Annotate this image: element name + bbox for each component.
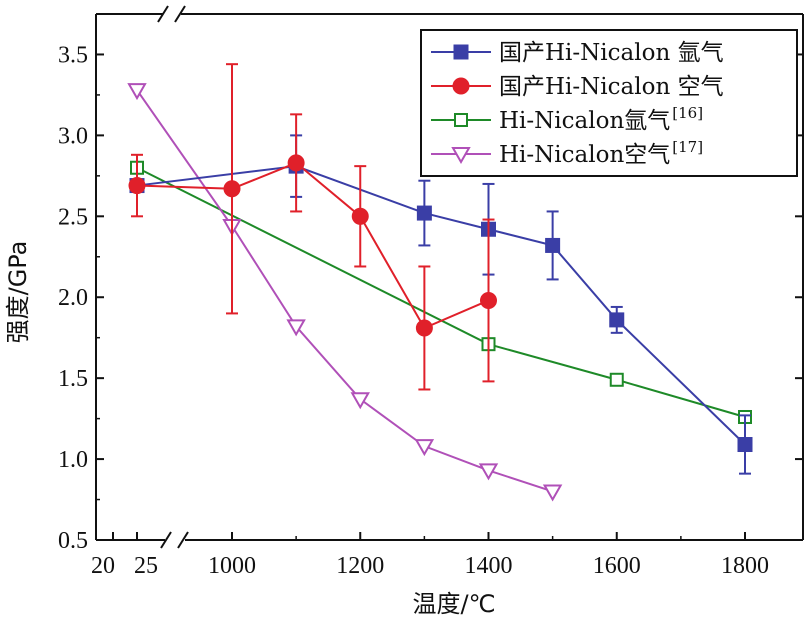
legend-label: 国产Hi-Nicalon 空气 bbox=[499, 74, 724, 100]
data-point bbox=[480, 291, 497, 309]
legend-label: Hi-Nicalon空气 bbox=[499, 142, 670, 168]
legend-ref: [16] bbox=[672, 104, 703, 122]
series-1 bbox=[129, 134, 753, 475]
series-3 bbox=[130, 160, 752, 424]
legend-marker bbox=[454, 113, 468, 127]
x-tick-label: 1800 bbox=[721, 553, 769, 579]
plot-frame bbox=[95, 5, 804, 549]
top-break-mark bbox=[157, 5, 169, 23]
y-tick-label: 2.0 bbox=[58, 285, 88, 311]
x-tick-label: 1200 bbox=[336, 553, 384, 579]
y-tick-label: 2.5 bbox=[58, 204, 88, 230]
data-point bbox=[545, 237, 561, 253]
legend-label: 国产Hi-Nicalon 氩气 bbox=[499, 40, 724, 66]
y-tick-label: 0.5 bbox=[58, 528, 88, 554]
bottom-break-mark bbox=[160, 531, 172, 549]
data-point bbox=[287, 154, 305, 172]
legend-label: Hi-Nicalon氩气 bbox=[499, 108, 670, 134]
bottom-break-gap bbox=[166, 537, 184, 543]
series-line bbox=[136, 166, 746, 418]
legend-entry: 国产Hi-Nicalon 空气 bbox=[431, 74, 724, 100]
x-axis: 20 25 1000 1200 1400 1600 1800 bbox=[91, 532, 769, 579]
legend-marker bbox=[451, 147, 471, 165]
legend-entry: Hi-Nicalon氩气 [16] bbox=[431, 104, 703, 134]
legend-entry: 国产Hi-Nicalon 氩气 bbox=[431, 40, 724, 66]
x-tick-label: 1400 bbox=[465, 553, 513, 579]
data-point bbox=[223, 180, 241, 198]
data-point bbox=[737, 437, 753, 453]
legend-ref: [17] bbox=[672, 138, 703, 156]
x-axis-label: 温度/℃ bbox=[412, 590, 495, 618]
series-line bbox=[136, 165, 746, 446]
legend-box bbox=[420, 29, 798, 177]
series-line bbox=[136, 161, 489, 330]
y-tick-label: 1.0 bbox=[58, 447, 88, 473]
data-point bbox=[609, 312, 625, 328]
y-tick-label: 3.0 bbox=[58, 123, 88, 149]
data-point bbox=[127, 83, 147, 101]
series-2 bbox=[128, 63, 497, 391]
legend-marker bbox=[452, 77, 470, 95]
top-break-mark bbox=[174, 5, 186, 23]
data-point bbox=[414, 439, 435, 457]
x-tick-label: 20 bbox=[91, 553, 115, 579]
data-point bbox=[416, 205, 432, 221]
data-point bbox=[350, 392, 370, 410]
data-point bbox=[128, 177, 146, 195]
legend-entry: Hi-Nicalon空气 [17] bbox=[431, 138, 703, 168]
y-tick-label: 3.5 bbox=[58, 42, 88, 68]
bottom-break-mark bbox=[177, 531, 189, 549]
y-axis: 0.5 1.0 1.5 2.0 2.5 3.0 3.5 bbox=[58, 42, 803, 554]
data-point bbox=[286, 319, 306, 337]
x-tick-label: 1600 bbox=[593, 553, 641, 579]
x-tick-label: 1000 bbox=[208, 553, 256, 579]
x-tick-label: 25 bbox=[134, 553, 158, 579]
data-point bbox=[351, 207, 369, 225]
top-break-gap bbox=[163, 11, 181, 17]
data-point bbox=[478, 463, 499, 481]
data-point bbox=[542, 484, 563, 502]
y-axis-label: 强度/GPa bbox=[4, 241, 32, 344]
y-tick-label: 1.5 bbox=[58, 366, 88, 392]
series-layer bbox=[127, 63, 753, 502]
legend-marker bbox=[453, 44, 469, 60]
data-point bbox=[415, 319, 433, 337]
data-point bbox=[609, 372, 624, 387]
